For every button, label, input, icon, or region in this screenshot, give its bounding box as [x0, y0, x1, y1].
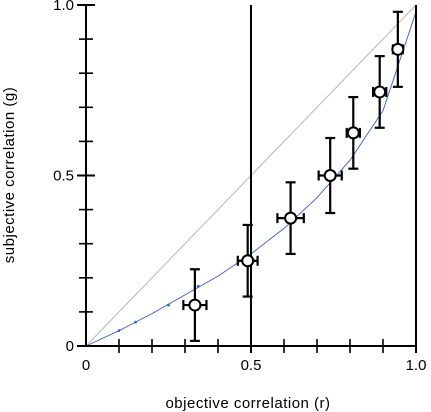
data-point: [391, 10, 405, 88]
data-marker: [391, 42, 405, 56]
x-tick-label: 0.5: [241, 357, 262, 374]
data-marker: [188, 298, 202, 312]
y-tick-label: 1.0: [53, 0, 74, 14]
x-axis-label: objective correlation (r): [165, 395, 330, 412]
x-tick-label: 0: [82, 357, 90, 374]
data-point: [276, 181, 305, 256]
fit-curve-marker: [117, 329, 121, 333]
fit-curve-marker: [196, 284, 200, 288]
data-marker: [323, 169, 337, 182]
data-point: [317, 136, 343, 215]
data-marker: [241, 254, 255, 268]
fit-curve-marker: [134, 320, 137, 324]
y-tick-label: 0.5: [53, 168, 74, 185]
y-tick-label: 0: [66, 338, 74, 355]
data-point: [182, 268, 208, 342]
data-points: [182, 10, 405, 342]
fit-curve-marker: [167, 303, 170, 307]
data-marker: [373, 85, 387, 99]
axes: 0 0.5 1.0 0 0.5 1.0: [53, 0, 426, 374]
data-point: [236, 223, 259, 298]
data-point: [372, 55, 388, 129]
y-axis-label: subjective correlation (g): [1, 87, 18, 263]
data-marker: [346, 126, 360, 140]
x-tick-label: 1.0: [406, 357, 427, 374]
data-marker: [284, 211, 298, 225]
data-point: [345, 95, 361, 170]
